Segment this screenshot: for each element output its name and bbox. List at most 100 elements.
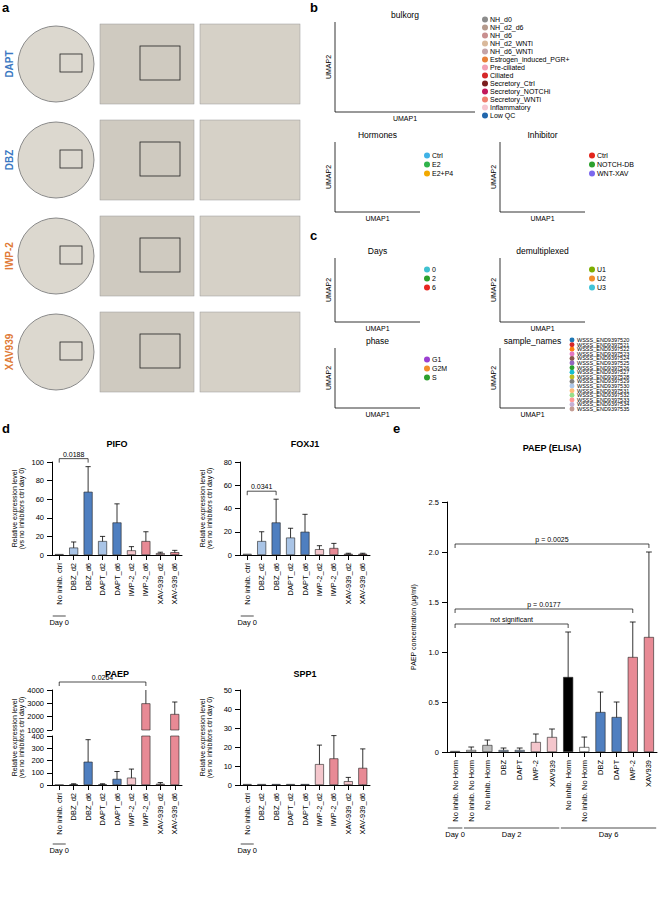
svg-text:DBZ_d2: DBZ_d2 — [257, 563, 266, 591]
svg-text:400: 400 — [31, 732, 44, 741]
svg-text:IWP-2_d6: IWP-2_d6 — [329, 563, 338, 596]
svg-text:0: 0 — [228, 551, 232, 560]
svg-text:100: 100 — [31, 458, 44, 467]
svg-text:(vs no inhibitors ctrl day 0): (vs no inhibitors ctrl day 0) — [206, 468, 214, 550]
svg-text:NOTCH-DB: NOTCH-DB — [597, 161, 634, 168]
svg-text:No inhib. ctrl: No inhib. ctrl — [55, 793, 64, 835]
svg-text:0.0341: 0.0341 — [251, 483, 273, 490]
svg-text:UMAP2: UMAP2 — [490, 165, 497, 189]
svg-text:No inhib. No Horm: No inhib. No Horm — [467, 760, 476, 822]
svg-text:DAPT: DAPT — [612, 760, 621, 780]
svg-text:40: 40 — [224, 504, 232, 513]
svg-text:XAV939: XAV939 — [644, 760, 653, 787]
svg-text:DBZ_d2: DBZ_d2 — [69, 563, 78, 591]
svg-text:DBZ_d2: DBZ_d2 — [69, 793, 78, 821]
svg-text:PAEP concentration (µg/ml): PAEP concentration (µg/ml) — [410, 584, 418, 670]
svg-text:E2: E2 — [432, 161, 441, 168]
svg-text:XAV-939_d2: XAV-939_d2 — [156, 563, 165, 605]
svg-text:DAPT_d2: DAPT_d2 — [98, 793, 107, 826]
svg-text:IWP-2_d6: IWP-2_d6 — [141, 563, 150, 596]
svg-text:Day 2: Day 2 — [502, 830, 522, 839]
svg-text:Inhibitor: Inhibitor — [527, 130, 557, 140]
svg-text:c: c — [310, 228, 317, 243]
svg-text:DBZ: DBZ — [596, 760, 605, 775]
svg-text:Day 6: Day 6 — [599, 830, 619, 839]
svg-text:30: 30 — [224, 724, 232, 733]
svg-text:Secretory_Ctrl: Secretory_Ctrl — [490, 80, 535, 88]
svg-text:DAPT_d6: DAPT_d6 — [113, 793, 122, 826]
svg-text:IWP-2_d2: IWP-2_d2 — [127, 563, 136, 596]
svg-text:e: e — [393, 421, 400, 436]
svg-text:Day 0: Day 0 — [237, 846, 257, 855]
svg-text:DAPT_d2: DAPT_d2 — [98, 563, 107, 596]
svg-text:U1: U1 — [597, 266, 606, 273]
svg-text:No inhib. ctrl: No inhib. ctrl — [243, 563, 252, 605]
svg-text:300: 300 — [31, 744, 44, 753]
svg-text:0: 0 — [432, 266, 436, 273]
svg-text:IWP-2: IWP-2 — [628, 760, 637, 781]
svg-text:XAV939: XAV939 — [548, 760, 557, 787]
svg-text:200: 200 — [31, 756, 44, 765]
svg-text:bulkorg: bulkorg — [391, 10, 419, 20]
svg-text:Hormones: Hormones — [358, 130, 397, 140]
svg-text:XAV-939_d2: XAV-939_d2 — [344, 563, 353, 605]
svg-text:60: 60 — [36, 495, 44, 504]
svg-text:4000: 4000 — [27, 686, 44, 695]
svg-text:DAPT_d6: DAPT_d6 — [113, 563, 122, 596]
svg-text:DBZ_d6: DBZ_d6 — [272, 563, 281, 591]
svg-text:UMAP2: UMAP2 — [490, 366, 497, 390]
svg-text:demultiplexed: demultiplexed — [516, 246, 569, 256]
svg-text:3000: 3000 — [27, 699, 44, 708]
svg-text:phase: phase — [366, 336, 389, 346]
svg-text:XAV-939_d6: XAV-939_d6 — [170, 793, 179, 835]
svg-text:2.0: 2.0 — [429, 548, 439, 557]
svg-text:UMAP1: UMAP1 — [530, 215, 554, 222]
svg-text:DBZ_d6: DBZ_d6 — [84, 793, 93, 821]
svg-text:0: 0 — [40, 551, 44, 560]
svg-text:U2: U2 — [597, 275, 606, 282]
svg-text:UMAP2: UMAP2 — [325, 366, 332, 390]
svg-text:No inhib. ctrl: No inhib. ctrl — [243, 793, 252, 835]
svg-text:No inhib. No Horm: No inhib. No Horm — [580, 760, 589, 822]
svg-text:UMAP2: UMAP2 — [325, 165, 332, 189]
svg-text:Day 0: Day 0 — [49, 618, 69, 627]
svg-text:UMAP1: UMAP1 — [520, 411, 544, 418]
svg-text:UMAP1: UMAP1 — [365, 411, 389, 418]
svg-text:DAPT: DAPT — [4, 50, 15, 77]
svg-text:40: 40 — [36, 513, 44, 522]
svg-text:Ciliated: Ciliated — [490, 72, 513, 79]
svg-text:DBZ_d6: DBZ_d6 — [272, 793, 281, 821]
svg-text:No inhib. Horm: No inhib. Horm — [483, 760, 492, 810]
svg-text:FOXJ1: FOXJ1 — [291, 439, 320, 449]
svg-text:0.0264: 0.0264 — [92, 674, 114, 681]
svg-text:1.5: 1.5 — [429, 598, 439, 607]
svg-text:No inhib. ctrl: No inhib. ctrl — [55, 563, 64, 605]
svg-text:NH_d2_d6: NH_d2_d6 — [490, 24, 524, 32]
svg-text:XAV-939_d6: XAV-939_d6 — [170, 563, 179, 605]
svg-text:XAV-939_d2: XAV-939_d2 — [156, 793, 165, 835]
svg-text:IWP-2: IWP-2 — [4, 242, 15, 270]
svg-text:WSSS_END9397535: WSSS_END9397535 — [577, 406, 629, 412]
svg-text:UMAP2: UMAP2 — [490, 278, 497, 302]
svg-text:6: 6 — [432, 284, 436, 291]
svg-text:0: 0 — [40, 781, 44, 790]
svg-text:not significant: not significant — [490, 616, 533, 624]
svg-text:G1: G1 — [432, 356, 441, 363]
svg-text:Pre-ciliated: Pre-ciliated — [490, 64, 525, 71]
svg-text:UMAP1: UMAP1 — [365, 325, 389, 332]
svg-text:Secretory_NOTCHi: Secretory_NOTCHi — [490, 88, 551, 96]
svg-text:IWP-2_d6: IWP-2_d6 — [329, 793, 338, 826]
svg-text:80: 80 — [36, 476, 44, 485]
svg-text:Day 0: Day 0 — [49, 846, 69, 855]
svg-text:(vs no inhibitors ctrl day 0): (vs no inhibitors ctrl day 0) — [18, 468, 26, 550]
svg-text:NH_d6: NH_d6 — [490, 32, 512, 40]
svg-text:S: S — [432, 374, 437, 381]
svg-text:Inflammatory: Inflammatory — [490, 104, 531, 112]
svg-text:80: 80 — [224, 458, 232, 467]
svg-text:b: b — [310, 0, 318, 15]
svg-text:p = 0.0177: p = 0.0177 — [527, 601, 560, 609]
svg-text:d: d — [2, 421, 10, 436]
svg-text:XAV-939_d6: XAV-939_d6 — [358, 563, 367, 605]
svg-text:20: 20 — [224, 743, 232, 752]
svg-text:0.0188: 0.0188 — [63, 451, 85, 458]
